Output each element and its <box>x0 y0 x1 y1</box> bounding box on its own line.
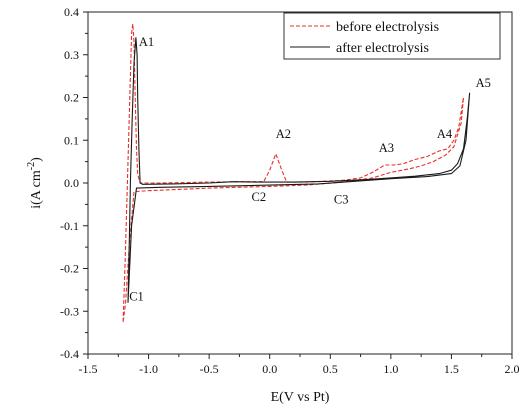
x-tick-label: 1.5 <box>444 362 459 376</box>
y-axis-label: i(A cm-2) <box>26 157 44 209</box>
y-tick-label: 0.1 <box>64 133 79 147</box>
y-axis-label-main: i(A cm <box>29 170 44 209</box>
y-axis-label-tail: ) <box>29 157 44 162</box>
annotation-a5: A5 <box>476 76 491 90</box>
x-tick-label: 0.5 <box>323 362 338 376</box>
annotation-a2: A2 <box>276 127 291 141</box>
x-axis-label: E(V vs Pt) <box>271 390 330 405</box>
x-tick-label: -0.5 <box>200 362 219 376</box>
legend-label-before: before electrolysis <box>336 20 439 35</box>
y-tick-label: -0.1 <box>60 219 79 233</box>
y-axis-label-sup: -2 <box>26 162 37 170</box>
annotation-layer: A1 A2 A3 A4 A5 C1 C2 C3 <box>129 35 491 303</box>
y-tick-label: 0.3 <box>64 48 79 62</box>
legend-label-after: after electrolysis <box>336 41 429 56</box>
x-tick-label: -1.5 <box>79 362 98 376</box>
x-tick-label: -1.0 <box>139 362 158 376</box>
series-layer <box>122 23 471 322</box>
y-tick-label: -0.3 <box>60 304 79 318</box>
annotation-a1: A1 <box>139 35 154 49</box>
series-line-after-electrolysis <box>127 37 471 303</box>
annotation-a4: A4 <box>437 127 453 141</box>
annotation-c3: C3 <box>334 193 349 207</box>
annotation-c1: C1 <box>129 290 144 304</box>
x-tick-label: 1.0 <box>383 362 398 376</box>
axis-ticks: -1.5 -1.0 -0.5 0.0 0.5 1.0 1.5 2.0 -0.4 -0.3 -0.2 -… <box>60 5 520 376</box>
annotation-c2: C2 <box>252 190 267 204</box>
series-line-before-electrolysis <box>122 23 465 322</box>
y-tick-label: 0.2 <box>64 91 79 105</box>
y-tick-label: -0.2 <box>60 262 79 276</box>
y-tick-label: 0.0 <box>64 176 79 190</box>
y-tick-label: -0.4 <box>60 347 79 361</box>
legend-box <box>283 12 501 60</box>
legend: before electrolysis after electrolysis <box>283 12 501 60</box>
x-tick-label: 0.0 <box>262 362 277 376</box>
x-tick-label: 2.0 <box>505 362 520 376</box>
y-tick-label: 0.4 <box>64 5 79 19</box>
annotation-a3: A3 <box>379 141 394 155</box>
